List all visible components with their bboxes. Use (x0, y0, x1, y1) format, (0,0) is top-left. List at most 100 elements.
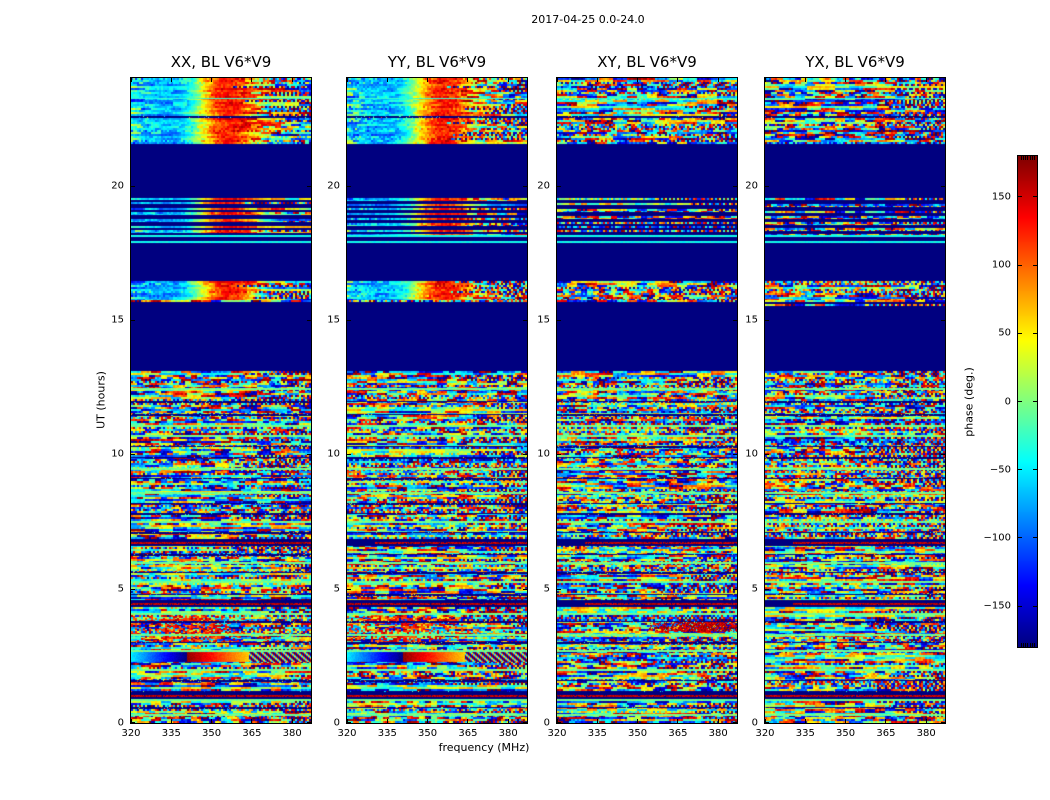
x-axis-label: frequency (MHz) (438, 741, 530, 754)
x-tick-label: 365 (876, 728, 896, 739)
y-tick-label: 15 (327, 314, 340, 326)
colorbar-gradient (1018, 156, 1037, 647)
tick-mark (557, 319, 561, 321)
tick-mark (765, 78, 766, 82)
tick-mark (170, 719, 172, 723)
tick-mark (347, 185, 351, 187)
tick-mark (131, 722, 135, 723)
tick-mark (307, 588, 311, 590)
tick-mark (1018, 196, 1022, 198)
tick-mark (733, 319, 737, 321)
x-tick-label: 335 (795, 728, 815, 739)
tick-mark (1027, 643, 1029, 647)
tick-mark (427, 719, 429, 723)
colorbar-label: phase (deg.) (962, 367, 976, 437)
tick-mark (523, 453, 527, 455)
tick-mark (941, 588, 945, 590)
tick-mark (765, 722, 769, 723)
heatmap-panel-yy: YY, BL V6*V9 320 335 350 365 380 0 5 10 15 20 (327, 53, 528, 739)
y-tick-label: 0 (543, 717, 550, 729)
x-tick-label: 365 (458, 728, 478, 739)
tick-mark (347, 78, 348, 82)
y-tick-label: 10 (327, 448, 340, 460)
x-tick-label: 365 (668, 728, 688, 739)
figure-title: 2017-04-25 0.0-24.0 (531, 13, 645, 26)
y-tick-label: 0 (333, 717, 340, 729)
y-tick-label: 20 (327, 180, 340, 192)
y-tick-label: 20 (537, 180, 550, 192)
y-tick-label: 5 (117, 583, 124, 595)
colorbar-tick-label: −100 (983, 532, 1011, 544)
x-tick-label: 335 (377, 728, 397, 739)
tick-mark (1018, 537, 1022, 539)
x-tick-label: 350 (628, 728, 648, 739)
tick-mark (1022, 156, 1024, 160)
tick-mark (386, 719, 388, 723)
x-tick-label: 350 (202, 728, 222, 739)
tick-mark (1027, 156, 1029, 160)
heatmap-canvas (131, 78, 311, 723)
tick-mark (765, 453, 769, 455)
x-tick-label: 320 (121, 728, 141, 739)
x-tick-label: 380 (916, 728, 936, 739)
tick-mark (170, 78, 172, 82)
tick-mark (347, 722, 351, 723)
colorbar-tick-label: −50 (989, 464, 1011, 476)
tick-mark (596, 78, 598, 82)
tick-mark (427, 78, 429, 82)
tick-mark (733, 722, 737, 723)
x-tick-label: 365 (242, 728, 262, 739)
y-tick-label: 0 (117, 717, 124, 729)
tick-mark (677, 78, 679, 82)
tick-mark (1018, 264, 1022, 266)
colorbar-tick-label: 0 (1004, 396, 1011, 407)
x-tick-label: 335 (587, 728, 607, 739)
tick-mark (557, 588, 561, 590)
y-tick-label: 10 (745, 448, 758, 460)
tick-mark (733, 185, 737, 187)
tick-mark (765, 588, 769, 590)
tick-mark (523, 722, 527, 723)
heatmap-canvas (347, 78, 527, 723)
tick-mark (885, 78, 887, 82)
tick-mark (925, 78, 927, 82)
tick-mark (1020, 156, 1022, 160)
y-axis-label: UT (hours) (94, 371, 108, 429)
tick-mark (523, 319, 527, 321)
heatmap-canvas (557, 78, 737, 723)
tick-mark (557, 453, 561, 455)
tick-mark (211, 78, 213, 82)
tick-mark (845, 719, 847, 723)
tick-mark (804, 78, 806, 82)
subplot-title: XY, BL V6*V9 (597, 53, 697, 71)
tick-mark (941, 319, 945, 321)
y-tick-label: 10 (111, 448, 124, 460)
tick-mark (1025, 643, 1027, 647)
tick-mark (845, 78, 847, 82)
tick-mark (1033, 196, 1037, 198)
tick-mark (557, 719, 558, 723)
tick-mark (467, 719, 469, 723)
tick-mark (1033, 401, 1037, 402)
y-tick-label: 5 (543, 583, 550, 595)
tick-mark (557, 185, 561, 187)
tick-mark (131, 78, 132, 82)
subplot-title: YY, BL V6*V9 (387, 53, 487, 71)
tick-mark (941, 453, 945, 455)
tick-mark (131, 319, 135, 321)
tick-mark (131, 588, 135, 590)
tick-mark (1033, 605, 1037, 607)
tick-mark (765, 185, 769, 187)
tick-mark (523, 185, 527, 187)
tick-mark (637, 78, 639, 82)
colorbar-tick-label: −150 (983, 600, 1011, 612)
tick-mark (347, 453, 351, 455)
tick-mark (1033, 469, 1037, 471)
y-tick-label: 20 (745, 180, 758, 192)
tick-mark (1033, 332, 1037, 334)
tick-mark (1029, 643, 1031, 647)
tick-mark (717, 719, 719, 723)
tick-mark (885, 719, 887, 723)
x-tick-label: 320 (547, 728, 567, 739)
